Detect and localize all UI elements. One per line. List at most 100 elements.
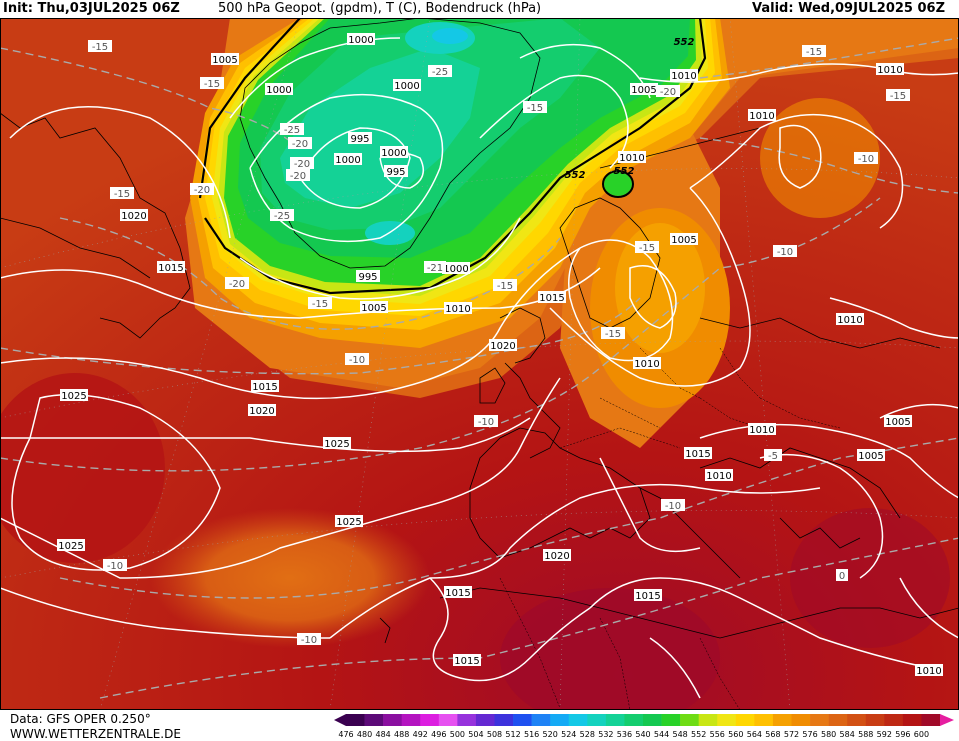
legend-tick-label: 508 [487, 730, 502, 739]
legend-swatch [680, 714, 699, 726]
isobar-label: 1025 [57, 539, 85, 552]
isobar-label: 1015 [444, 586, 472, 599]
svg-text:1005: 1005 [885, 417, 910, 428]
isobar-label: 1010 [748, 109, 776, 122]
legend-swatch [420, 714, 440, 726]
weather-map: 1000 1005 1000 1000 995 1000 1000 995 99… [0, 18, 959, 710]
legend-swatch [401, 714, 421, 726]
isotherm-label: -10 [773, 245, 797, 258]
legend-tick-label: 564 [747, 730, 762, 739]
cool-pool-baltic-core [615, 223, 705, 353]
svg-text:1010: 1010 [837, 315, 862, 326]
legend-tick-label: 524 [561, 730, 576, 739]
legend-swatch [772, 714, 792, 726]
valid-time: Valid: Wed,09JUL2025 06Z [752, 1, 945, 16]
legend-swatch [717, 714, 737, 726]
svg-text:1015: 1015 [252, 382, 277, 393]
legend-tick-label: 504 [468, 730, 483, 739]
legend-swatch [587, 714, 607, 726]
svg-text:1010: 1010 [877, 65, 902, 76]
legend-tick-label: 596 [895, 730, 910, 739]
isotherm-label: -10 [103, 559, 127, 572]
isotherm-label: -25 [428, 65, 452, 78]
isotherm-label: -21 [424, 261, 446, 274]
svg-text:-21: -21 [427, 263, 443, 274]
legend-swatch [698, 714, 718, 726]
legend-tick-label: 588 [858, 730, 873, 739]
isotherm-label: -25 [270, 209, 294, 222]
legend-swatch [661, 714, 681, 726]
isobar-label: 1015 [157, 261, 185, 274]
legend-swatch [754, 714, 774, 726]
isotherm-label: -15 [200, 77, 224, 90]
chart-header: Init: Thu,03JUL2025 06Z 500 hPa Geopot. … [0, 0, 959, 18]
isobar-label: 1000 [334, 153, 362, 166]
svg-text:-15: -15 [204, 79, 220, 90]
legend-tick-label: 536 [617, 730, 632, 739]
svg-text:-15: -15 [92, 42, 108, 53]
svg-text:-20: -20 [290, 171, 306, 182]
svg-text:1000: 1000 [394, 81, 419, 92]
svg-text:-10: -10 [777, 247, 793, 258]
legend-tick-label: 480 [357, 730, 372, 739]
svg-text:1000: 1000 [381, 148, 406, 159]
svg-text:-20: -20 [194, 185, 210, 196]
svg-text:1000: 1000 [266, 85, 291, 96]
legend-tick-label: 540 [635, 730, 650, 739]
isobar-label: 1015 [684, 447, 712, 460]
isotherm-label: -15 [635, 241, 659, 254]
svg-text:1010: 1010 [916, 666, 941, 677]
legend-swatch [791, 714, 811, 726]
isobar-label: 1010 [748, 423, 776, 436]
svg-text:1015: 1015 [685, 449, 710, 460]
svg-text:1005: 1005 [212, 55, 237, 66]
legend-swatch [475, 714, 495, 726]
svg-text:1000: 1000 [335, 155, 360, 166]
svg-text:-20: -20 [292, 139, 308, 150]
svg-text:995: 995 [350, 134, 369, 145]
legend-swatch [531, 714, 551, 726]
svg-text:1010: 1010 [634, 359, 659, 370]
legend-tick-labels: 476 480 484 488 492 496 500 504 508 512 516 520 524 5… [338, 730, 929, 739]
chart-title: 500 hPa Geopot. (gpdm), T (C), Bodendruc… [218, 1, 542, 16]
svg-text:1000: 1000 [348, 35, 373, 46]
isotherm-label: -10 [474, 415, 498, 428]
svg-text:-15: -15 [605, 329, 621, 340]
legend-swatch [568, 714, 588, 726]
isobar-label: 1000 [442, 262, 470, 275]
isobar-label: 1010 [836, 313, 864, 326]
isobar-label: 1005 [884, 415, 912, 428]
svg-text:1015: 1015 [454, 656, 479, 667]
legend-tick-label: 600 [914, 730, 929, 739]
legend-tick-label: 592 [877, 730, 892, 739]
isobar-label: 1000 [393, 79, 421, 92]
isotherm-label: -15 [601, 327, 625, 340]
svg-text:-15: -15 [806, 47, 822, 58]
svg-text:1025: 1025 [58, 541, 83, 552]
legend-swatch [513, 714, 532, 726]
svg-text:1005: 1005 [858, 451, 883, 462]
svg-text:1015: 1015 [445, 588, 470, 599]
isotherm-label: -15 [308, 297, 332, 310]
isobar-label: 1005 [360, 301, 388, 314]
isotherm-label: -20 [190, 183, 214, 196]
isobar-label: 1010 [876, 63, 904, 76]
isotherm-label: -20 [290, 157, 314, 170]
isotherm-label: -15 [523, 101, 547, 114]
legend-tick-label: 548 [672, 730, 687, 739]
geopotential-labels: 552 552 552 [565, 37, 695, 181]
coastlines [0, 18, 959, 644]
legend-tick-label: 556 [710, 730, 725, 739]
svg-text:1020: 1020 [544, 551, 569, 562]
isobar-label: 1015 [251, 380, 279, 393]
data-source: Data: GFS OPER 0.250° [10, 712, 151, 726]
isotherm-label: -5 [764, 449, 782, 462]
legend-tick-label: 492 [413, 730, 428, 739]
isobar-label: 1010 [633, 357, 661, 370]
svg-text:1005: 1005 [361, 303, 386, 314]
legend-tick-label: 484 [375, 730, 390, 739]
legend-swatch [643, 714, 662, 726]
svg-text:-10: -10 [349, 355, 365, 366]
isobar-label: 1025 [60, 389, 88, 402]
legend-swatch [550, 714, 570, 726]
